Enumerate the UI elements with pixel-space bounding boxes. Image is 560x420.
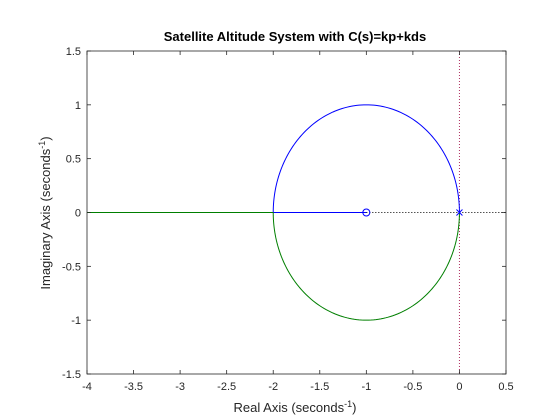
locus-branch-1 <box>272 104 460 213</box>
x-tick-label: -1.5 <box>310 381 329 393</box>
x-tick-label: 0.5 <box>498 381 513 393</box>
y-tick-label: -1.5 <box>62 369 81 381</box>
y-axis-label-superscript: -1 <box>37 141 47 149</box>
reference-lines <box>366 51 506 374</box>
pole-marker <box>456 209 463 216</box>
x-tick-label: -1 <box>361 381 371 393</box>
y-tick-label: 1.5 <box>66 46 81 58</box>
y-axis-label-close: ) <box>38 136 53 140</box>
x-tick-label: -0.5 <box>403 381 422 393</box>
y-axis-ticks: -1.5 -1 -0.5 0 0.5 1 1.5 <box>62 46 506 381</box>
x-tick-label: -3 <box>175 381 185 393</box>
x-axis-label-superscript: -1 <box>344 399 352 409</box>
x-tick-label: 0 <box>456 381 462 393</box>
x-tick-label: -4 <box>82 381 92 393</box>
x-tick-label: -2 <box>268 381 278 393</box>
markers-layer <box>362 208 463 217</box>
x-tick-label: -3.5 <box>124 381 143 393</box>
y-axis-label: Imaginary Axis (seconds-1) <box>37 136 53 289</box>
chart-title: Satellite Altitude System with C(s)=kp+k… <box>164 29 426 44</box>
x-axis-ticks: -4 -3.5 -3 -2.5 -2 -1.5 -1 -0.5 0 0.5 <box>82 51 514 393</box>
y-tick-label: -0.5 <box>62 261 81 273</box>
y-tick-label: -1 <box>71 315 81 327</box>
x-axis-label-text: Real Axis (seconds <box>234 400 345 415</box>
y-tick-label: 0.5 <box>66 154 81 166</box>
zero-marker <box>362 208 371 217</box>
x-axis-label-close: ) <box>352 400 356 415</box>
x-tick-label: -2.5 <box>217 381 236 393</box>
locus-branch-2 <box>87 212 460 321</box>
x-axis-label: Real Axis (seconds-1) <box>234 399 357 415</box>
y-axis-label-text: Imaginary Axis (seconds <box>38 148 53 289</box>
y-tick-label: 1 <box>75 100 81 112</box>
y-tick-label: 0 <box>75 208 81 220</box>
series-layer <box>87 104 460 321</box>
